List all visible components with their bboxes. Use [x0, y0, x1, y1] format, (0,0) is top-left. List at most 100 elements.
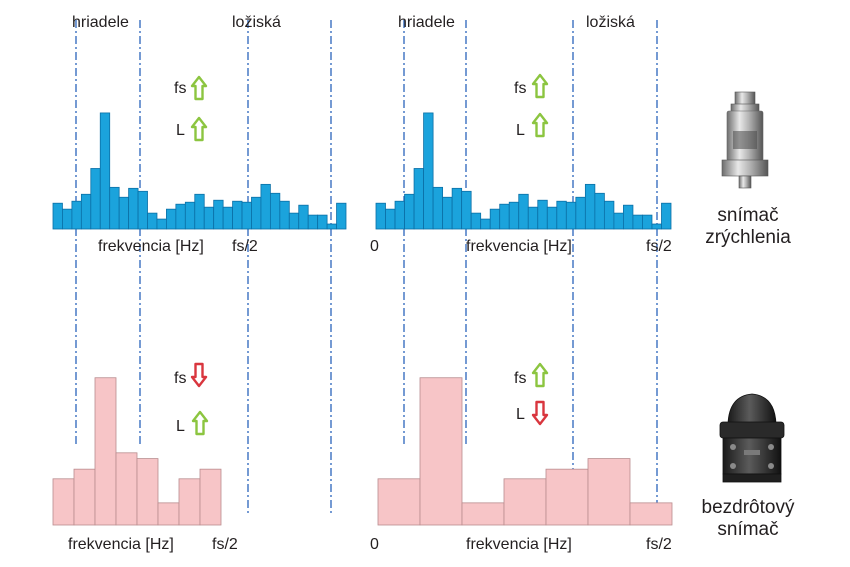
- chart-bar: [52, 478, 75, 526]
- x-axis-label: frekvencia [Hz]: [98, 238, 204, 255]
- chart-bar: [419, 377, 463, 526]
- chart-bar: [651, 223, 662, 230]
- x-axis-end-label: fs/2: [646, 238, 672, 255]
- chart-bar: [156, 218, 167, 230]
- chart-bar: [298, 204, 309, 230]
- fs-indicator-label: fs: [514, 370, 527, 387]
- chart-bar: [470, 212, 482, 230]
- x-axis-label: frekvencia [Hz]: [466, 536, 572, 553]
- chart-bar: [279, 200, 290, 230]
- accelerometer-icon: [721, 91, 769, 189]
- region-label-shafts: hriadele: [398, 14, 455, 31]
- chart-bar: [413, 168, 424, 230]
- x-axis-label: frekvencia [Hz]: [466, 238, 572, 255]
- chart-bar: [326, 223, 337, 230]
- arrow-down-icon: [190, 362, 208, 388]
- accelerometer-caption-line1: snímač: [717, 205, 779, 226]
- chart-bar: [432, 186, 444, 230]
- wireless-sensor-icon: [719, 393, 785, 483]
- indicator-arrows: [190, 73, 549, 436]
- chart-bar: [556, 200, 567, 230]
- wireless-caption-line2: snímač: [717, 519, 779, 540]
- chart-bar: [184, 201, 196, 230]
- region-label-shafts: hriadele: [72, 14, 129, 31]
- chart-bar: [587, 458, 631, 526]
- chart-bar: [575, 196, 586, 230]
- x-axis-start-label: 0: [370, 238, 379, 255]
- l-indicator-label: L: [516, 406, 525, 423]
- chart-bar: [375, 202, 386, 230]
- chart-bar: [90, 168, 101, 230]
- chart-bar: [147, 212, 158, 230]
- arrow-up-icon: [191, 410, 209, 436]
- arrow-up-icon: [531, 362, 549, 388]
- chart-bar: [336, 202, 347, 230]
- x-axis-end-label: fs/2: [646, 536, 672, 553]
- chart-bar: [527, 206, 539, 230]
- wireless-caption-line1: bezdrôtový: [701, 497, 795, 518]
- arrow-up-icon: [190, 75, 208, 101]
- chart-bar: [629, 502, 673, 526]
- arrow-up-icon: [531, 112, 549, 138]
- chart-bar: [423, 112, 434, 230]
- chart-bar: [480, 218, 491, 230]
- chart-bar: [80, 193, 92, 230]
- l-indicator-label: L: [516, 122, 525, 139]
- chart-bar: [166, 208, 177, 230]
- chart-bar: [241, 201, 252, 230]
- chart-bar: [377, 478, 421, 526]
- chart-bar: [288, 212, 300, 230]
- chart-bar: [222, 206, 233, 230]
- chart-bar: [71, 200, 82, 230]
- x-axis-end-label: fs/2: [232, 238, 258, 255]
- chart-bar: [317, 214, 328, 230]
- chart-bar: [307, 214, 319, 230]
- chart-bar: [199, 468, 222, 526]
- chart-bar: [109, 186, 120, 230]
- chart-bar: [73, 468, 96, 526]
- chart-bar: [661, 202, 672, 230]
- wireless-caption: bezdrôtový snímač: [683, 497, 813, 541]
- l-indicator-label: L: [176, 418, 185, 435]
- region-label-bearings: ložiská: [586, 14, 635, 31]
- fs-indicator-label: fs: [174, 370, 187, 387]
- chart-bar: [461, 190, 472, 230]
- arrow-down-icon: [531, 400, 549, 426]
- l-indicator-label: L: [176, 122, 185, 139]
- chart-bar: [137, 190, 148, 230]
- chart-bar: [451, 187, 463, 230]
- bar-groups: [52, 112, 673, 526]
- chart-bar: [128, 187, 139, 230]
- chart-bar: [623, 204, 634, 230]
- chart-bar: [232, 200, 243, 230]
- chart-bar: [603, 200, 615, 230]
- accelerometer-caption-line2: zrýchlenia: [705, 227, 791, 248]
- chart-bar: [518, 193, 529, 230]
- arrow-up-icon: [190, 116, 208, 142]
- chart-bar: [203, 206, 215, 230]
- chart-bar: [178, 478, 201, 526]
- chart-bar: [503, 478, 547, 526]
- chart-bar: [118, 196, 130, 230]
- arrow-up-icon: [531, 73, 549, 99]
- x-axis-label: frekvencia [Hz]: [68, 536, 174, 553]
- chart-bar: [115, 452, 138, 526]
- chart-bar: [613, 212, 624, 230]
- chart-bar: [269, 192, 281, 230]
- x-axis-end-label: fs/2: [212, 536, 238, 553]
- chart-bar: [594, 192, 605, 230]
- fs-indicator-label: fs: [174, 80, 187, 97]
- accelerometer-caption: snímač zrýchlenia: [683, 205, 813, 249]
- chart-bar: [136, 458, 159, 526]
- chart-bar: [99, 112, 111, 230]
- chart-bar: [385, 208, 396, 230]
- chart-bar: [632, 214, 643, 230]
- chart-bar: [194, 193, 205, 230]
- chart-bar: [499, 203, 510, 230]
- chart-bar: [508, 201, 520, 230]
- x-axis-start-label: 0: [370, 536, 379, 553]
- region-label-bearings: ložiská: [232, 14, 281, 31]
- chart-bar: [461, 502, 505, 526]
- chart-bar: [545, 468, 589, 526]
